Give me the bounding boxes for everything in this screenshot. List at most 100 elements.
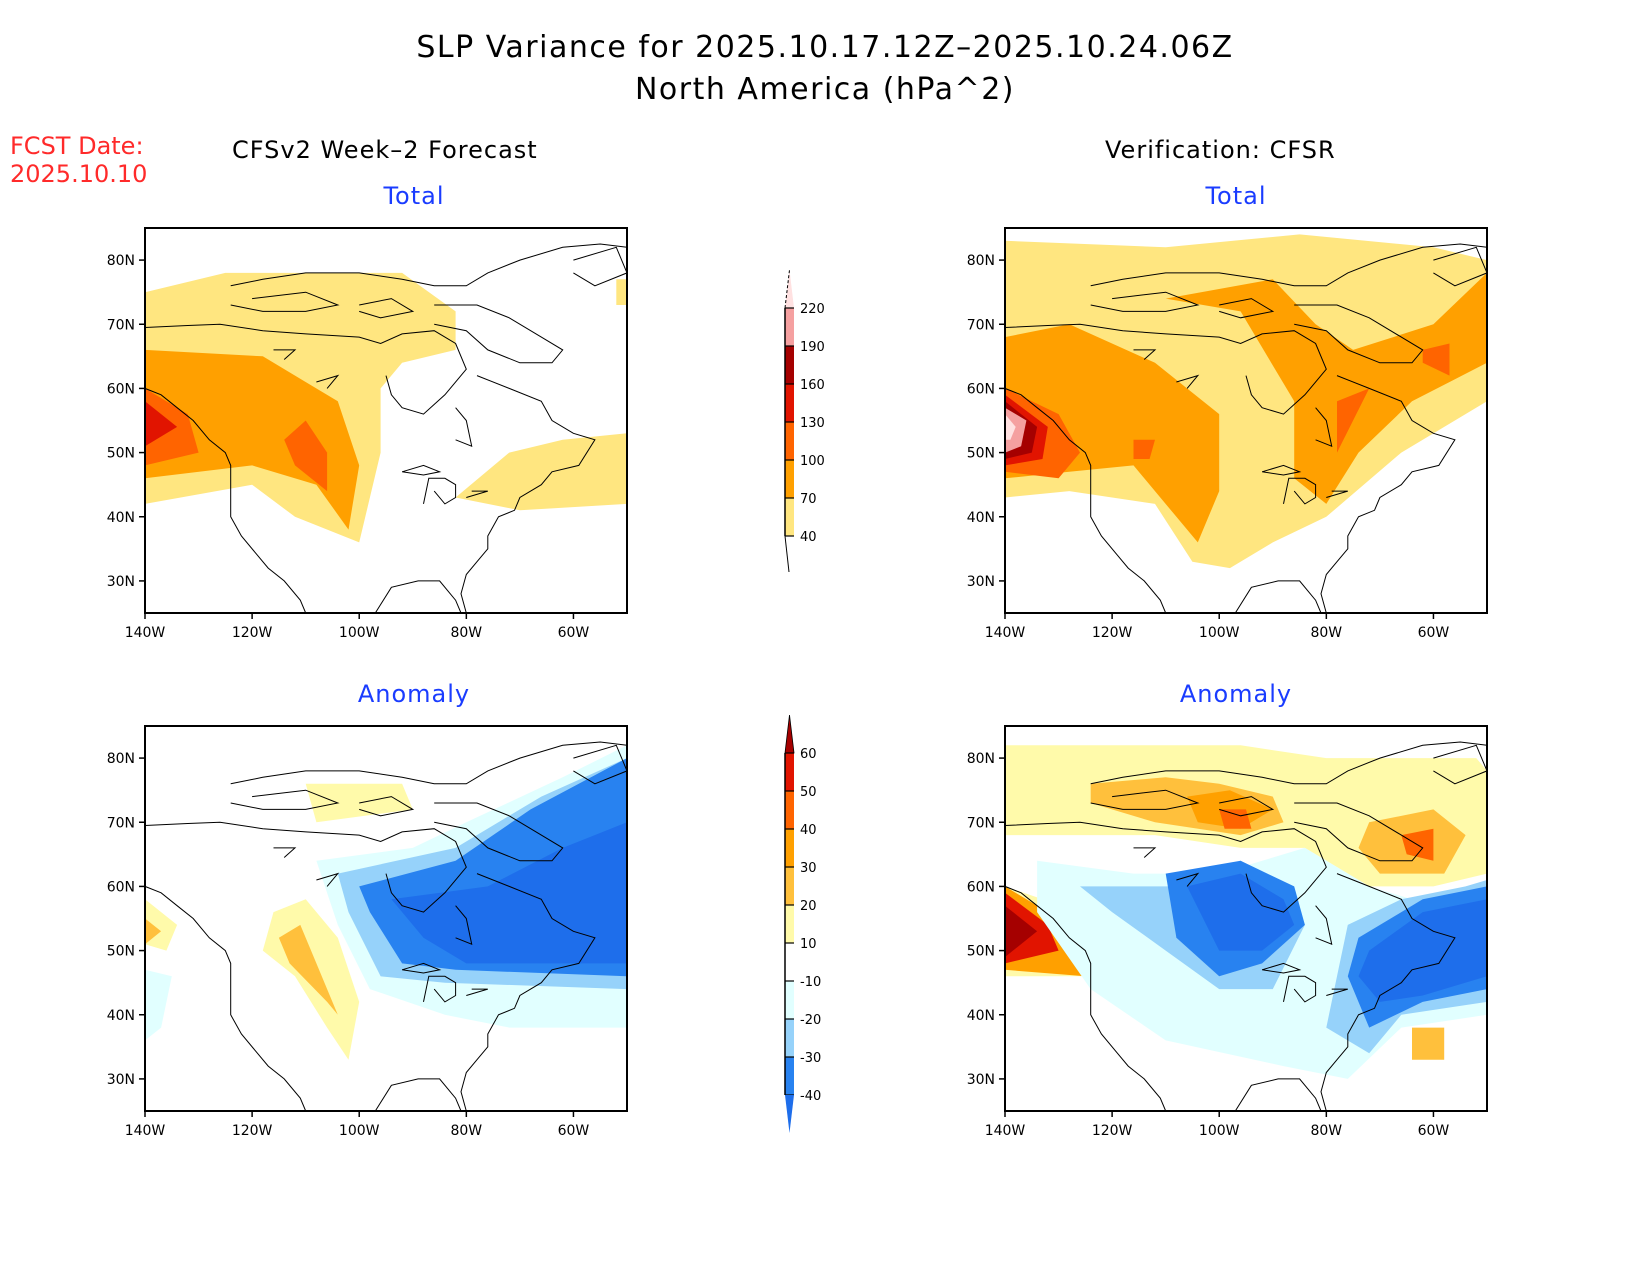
contour-region-10 bbox=[145, 899, 178, 951]
contour-region--40 bbox=[1358, 899, 1487, 1002]
map-panel-forecast-total: 30N 40N 50N 60N 70N 80N 140W 120W 100W 80W 60W bbox=[107, 227, 628, 641]
x-tick-label: 140W bbox=[125, 1123, 166, 1139]
coastline bbox=[423, 477, 457, 505]
colorbar-label: 190 bbox=[800, 340, 825, 355]
coastline bbox=[1261, 464, 1302, 476]
contour-region-40 bbox=[1005, 234, 1487, 569]
coastline bbox=[1294, 304, 1424, 364]
coastline bbox=[230, 291, 340, 312]
x-tick-label: 60W bbox=[1418, 1123, 1450, 1139]
coastline bbox=[374, 1078, 462, 1111]
contour-region-70 bbox=[1165, 272, 1487, 504]
coastline bbox=[145, 323, 467, 415]
coastline bbox=[1283, 975, 1317, 1003]
coastline bbox=[1005, 323, 1327, 415]
x-tick-label: 120W bbox=[232, 1123, 273, 1139]
colorbar-segment bbox=[785, 422, 794, 460]
colorbar-label: 40 bbox=[800, 530, 817, 545]
coastline bbox=[1234, 1078, 1322, 1111]
x-tick-label: 100W bbox=[1199, 1123, 1240, 1139]
coastline bbox=[434, 802, 564, 862]
y-tick-label: 70N bbox=[107, 815, 135, 831]
fcst-date: 2025.10.10 bbox=[10, 160, 148, 188]
colorbar-label: 40 bbox=[800, 823, 817, 838]
coastline bbox=[1219, 298, 1275, 319]
coastline bbox=[1090, 741, 1487, 785]
contour-region-40 bbox=[455, 433, 627, 511]
x-tick-label: 60W bbox=[558, 1123, 590, 1139]
coastline bbox=[1315, 407, 1333, 448]
colorbar-label: 50 bbox=[800, 785, 817, 800]
coastline bbox=[1176, 374, 1200, 389]
panel-title-forecast-total: Total bbox=[383, 182, 445, 210]
y-tick-label: 40N bbox=[107, 510, 135, 526]
colorbar-label: 130 bbox=[800, 416, 825, 431]
contour-region-100 bbox=[1422, 343, 1450, 376]
coastline bbox=[1320, 873, 1456, 1111]
coastline bbox=[1283, 477, 1317, 505]
contour-region-130 bbox=[145, 401, 178, 447]
y-tick-label: 30N bbox=[107, 574, 135, 590]
colorbar-label: -40 bbox=[800, 1089, 821, 1104]
x-tick-label: 140W bbox=[985, 1123, 1026, 1139]
colorbar-segment bbox=[785, 905, 794, 943]
colorbar-segment bbox=[785, 346, 794, 384]
coastline bbox=[1090, 243, 1487, 287]
colorbar-segment bbox=[785, 753, 794, 791]
coastline bbox=[1133, 349, 1157, 360]
coastline bbox=[145, 387, 307, 613]
coastline bbox=[466, 490, 488, 498]
y-tick-label: 40N bbox=[967, 1008, 995, 1024]
y-tick-label: 30N bbox=[107, 1072, 135, 1088]
colorbar-segment bbox=[785, 384, 794, 422]
colorbar-arrow-high bbox=[784, 715, 795, 754]
y-tick-label: 50N bbox=[967, 944, 995, 960]
coastline bbox=[145, 885, 307, 1111]
x-tick-label: 100W bbox=[339, 1123, 380, 1139]
colorbar-label: 100 bbox=[800, 454, 825, 469]
colorbar-label: -20 bbox=[800, 1013, 821, 1028]
colorbar-label: 10 bbox=[800, 937, 817, 952]
x-tick-label: 120W bbox=[232, 625, 273, 641]
colorbar-segment bbox=[785, 498, 794, 536]
x-tick-label: 60W bbox=[1418, 625, 1450, 641]
contour-region-220 bbox=[1005, 414, 1016, 440]
coastline bbox=[423, 975, 457, 1003]
colorbar-arrow-high bbox=[785, 270, 794, 308]
contour-region--40 bbox=[1187, 873, 1295, 951]
coastline bbox=[1005, 885, 1167, 1111]
x-tick-label: 120W bbox=[1092, 1123, 1133, 1139]
coastline bbox=[1433, 744, 1487, 785]
contour-region-100 bbox=[1133, 439, 1155, 459]
x-tick-label: 80W bbox=[1310, 1123, 1342, 1139]
chart-title-line2: North America (hPa^2) bbox=[634, 72, 1015, 107]
coastline bbox=[1294, 802, 1424, 862]
y-tick-label: 70N bbox=[967, 317, 995, 333]
y-tick-label: 60N bbox=[107, 381, 135, 397]
coastline bbox=[1219, 796, 1275, 817]
colorbar-label: 20 bbox=[800, 899, 817, 914]
colorbar-segment bbox=[785, 308, 794, 346]
y-tick-label: 30N bbox=[967, 574, 995, 590]
coastline bbox=[401, 962, 442, 974]
coastline bbox=[1433, 246, 1487, 287]
coastline bbox=[460, 873, 596, 1111]
coastline bbox=[434, 304, 564, 364]
fcst-label: FCST Date: bbox=[10, 132, 144, 160]
colorbar-segment bbox=[785, 460, 794, 498]
y-tick-label: 50N bbox=[107, 944, 135, 960]
contour-region-20 bbox=[145, 918, 162, 945]
contour-region-20 bbox=[278, 924, 338, 1015]
coastline bbox=[1326, 490, 1348, 498]
x-tick-label: 80W bbox=[450, 625, 482, 641]
plot-frame bbox=[144, 227, 628, 614]
coastline bbox=[316, 872, 340, 887]
colorbar-anomaly: -40 -30 -20 -10 10 20 30 40 50 60 bbox=[784, 715, 821, 1133]
coastline bbox=[359, 298, 415, 319]
colorbar-segment bbox=[785, 1057, 794, 1095]
y-tick-label: 60N bbox=[967, 879, 995, 895]
contour-fill-layer bbox=[1005, 228, 1487, 613]
column-header-verification: Verification: CFSR bbox=[1105, 136, 1336, 164]
coastline bbox=[1234, 580, 1322, 613]
coastline bbox=[1090, 291, 1200, 312]
